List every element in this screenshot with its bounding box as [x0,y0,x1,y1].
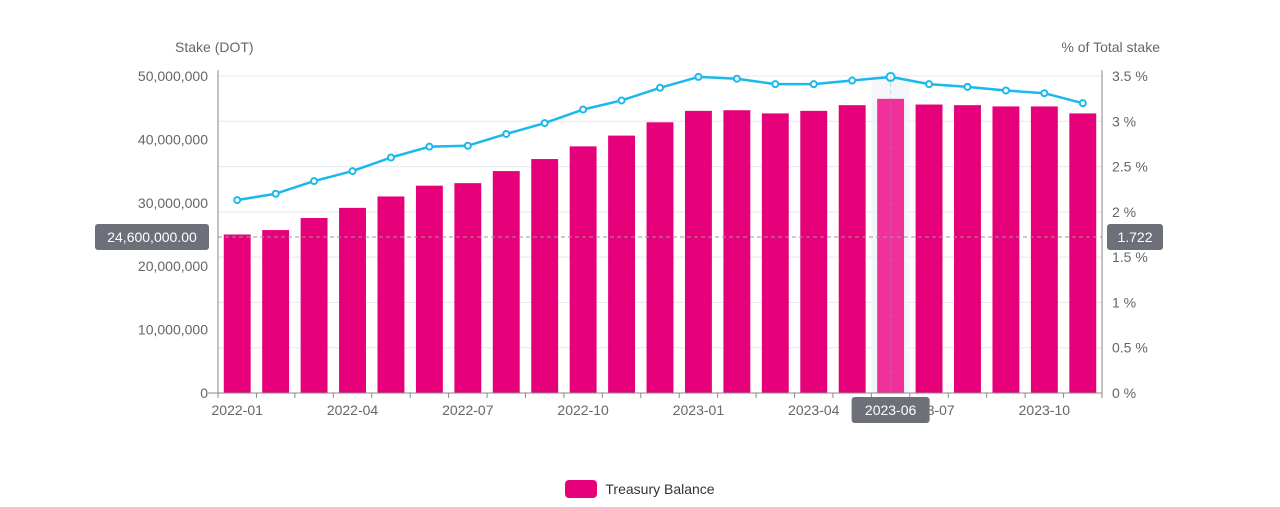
y-right-tick-label: 3.5 % [1112,68,1148,84]
line-point [463,141,472,150]
line-point [771,80,780,89]
bar [800,110,828,394]
bar [492,171,520,393]
crosshair-left-label-bg [95,224,209,251]
bar [877,98,905,393]
bar [646,122,674,394]
legend[interactable]: Treasury Balance [0,480,1280,498]
y-right-tick-label: 1.5 % [1112,249,1148,265]
y-right-tick-label: 0.5 % [1112,340,1148,356]
line-point [732,74,741,83]
bar [1030,106,1058,393]
line-point [1001,86,1010,95]
bar [454,183,482,393]
bar [377,196,405,393]
line-point [656,83,664,92]
line-point [1078,99,1087,108]
x-tick-label: 2022-01 [212,402,264,418]
y-right-tick-label: 2 % [1112,204,1136,220]
line-point [694,72,703,81]
y-left-tick-label: 40,000,000 [138,131,208,147]
y-left-tick-label: 0 [200,385,208,401]
x-tick-label: 2022-04 [327,402,379,418]
y-left-tick-label: 50,000,000 [138,68,208,84]
legend-label: Treasury Balance [605,481,715,497]
bar [339,207,366,393]
bar [992,106,1020,393]
bar [684,110,712,394]
line-series [233,71,1087,205]
line-point [848,76,857,85]
line-point [885,71,896,82]
y-right-tick-label: 3 % [1112,113,1136,129]
bar [300,218,328,393]
y-right-tick-label: 1 % [1112,294,1136,310]
y-left-title: Stake (DOT) [175,39,254,55]
line-point [348,167,357,176]
bar [223,234,251,393]
line-point [617,96,626,105]
bar [761,113,789,393]
x-tick-label: 2023-01 [673,402,725,418]
y-right-title: % of Total stake [1061,39,1160,55]
y-right-tick-label: 2.5 % [1112,159,1148,175]
bar [569,146,597,393]
crosshair-x-label: 2023-06 [865,402,917,418]
bar [954,105,981,393]
line-point [540,119,549,128]
line-point [233,196,242,205]
y-right-tick-label: 0 % [1112,385,1136,401]
bar [262,230,290,393]
bar [915,104,943,393]
x-tick-label: 2023-04 [788,402,840,418]
x-tick-label: 2022-10 [557,402,609,418]
line-point [1040,89,1049,98]
crosshair-overlay: 24,600,000.00 1.722 2023-06 [95,76,1163,423]
bar [723,110,751,394]
axes: 0 % 0.5 % 1 % 1.5 % 2 % 2.5 % 3 % 3.5 % 0 10,000,… [138,39,1160,418]
line-point [502,129,511,138]
bar [531,159,559,393]
line-point [386,153,395,162]
line-point [271,189,280,198]
x-tick-label: 2022-07 [442,402,494,418]
bar [1069,113,1097,393]
line-point [579,105,588,114]
crosshair-x-label-bg [851,397,930,423]
bar [415,185,443,393]
crosshair-right-label-bg [1107,224,1163,251]
y-left-tick-label: 20,000,000 [138,258,208,274]
y-left-tick-label: 30,000,000 [138,195,208,211]
x-tick-label: 2023-10 [1019,402,1071,418]
line-point [310,177,319,186]
crosshair-right-label: 1.722 [1117,229,1152,245]
line-point [425,142,434,151]
bar [838,105,866,393]
legend-swatch-treasury [565,480,598,498]
combo-chart: 0 % 0.5 % 1 % 1.5 % 2 % 2.5 % 3 % 3.5 % 0 10,000,… [95,39,1163,423]
line-point [809,80,818,89]
bar-series [223,98,1097,394]
line-point [925,80,934,89]
y-left-tick-label: 10,000,000 [138,322,208,338]
bar [608,135,636,393]
line-point [963,82,972,91]
crosshair-left-label: 24,600,000.00 [107,229,197,245]
